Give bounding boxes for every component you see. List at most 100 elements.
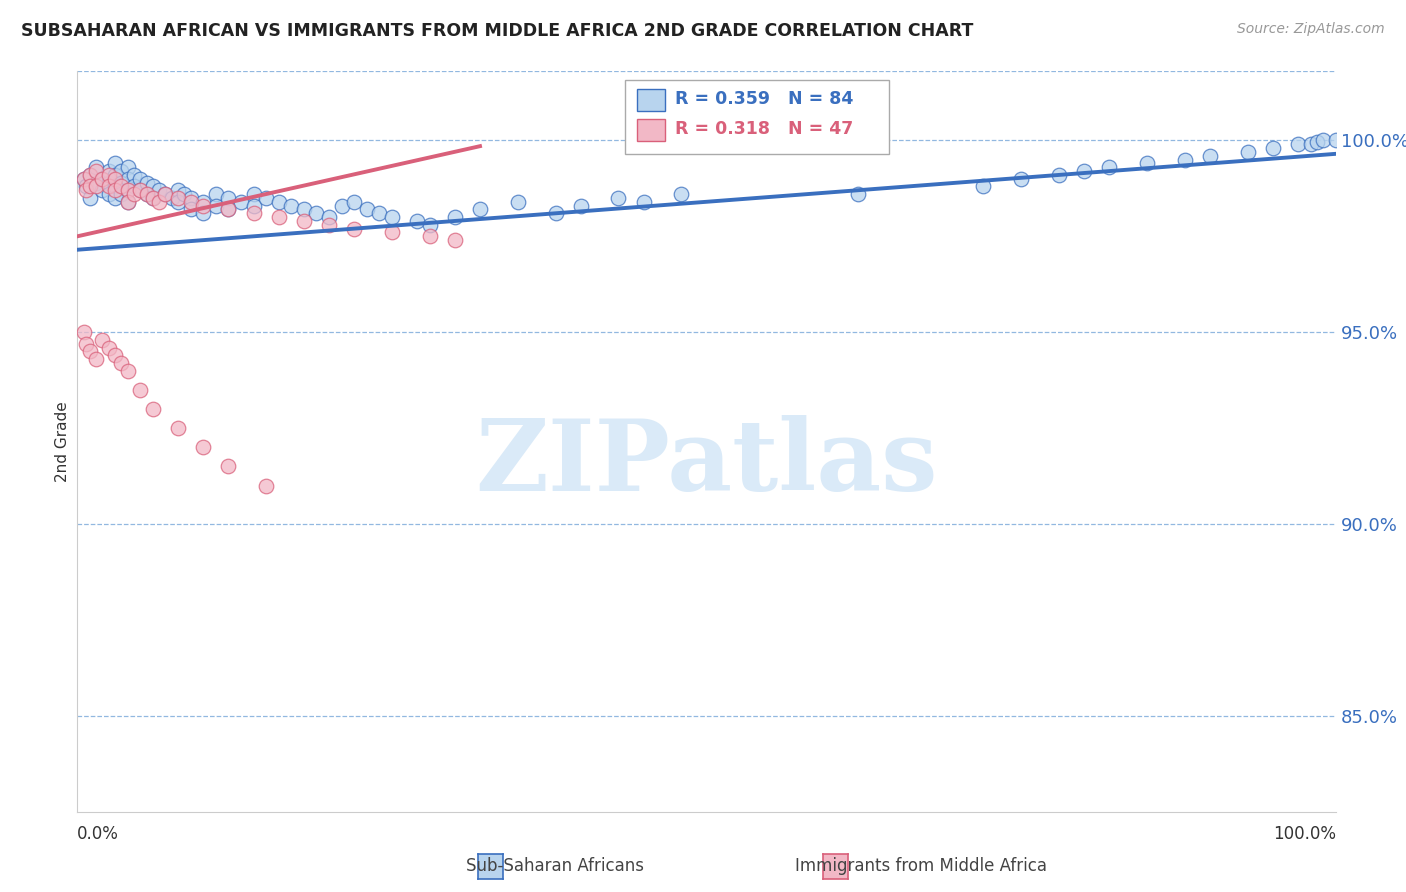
Point [110, 179, 132, 194]
Point [972, 179, 994, 194]
Point [846, 187, 869, 202]
Text: R = 0.318   N = 47: R = 0.318 N = 47 [675, 120, 853, 138]
Point [160, 191, 183, 205]
Point [104, 183, 127, 197]
Y-axis label: 2nd Grade: 2nd Grade [55, 401, 70, 482]
Point [79, 168, 101, 182]
Point [330, 199, 353, 213]
Point [1324, 133, 1347, 147]
Point [167, 191, 190, 205]
Point [1047, 168, 1070, 182]
Point [79, 191, 101, 205]
Point [97, 168, 120, 182]
Point [97, 187, 120, 202]
Point [242, 187, 264, 202]
Point [75, 183, 97, 197]
Point [142, 179, 165, 194]
Point [1312, 133, 1334, 147]
Point [180, 194, 202, 209]
Point [97, 164, 120, 178]
Point [84, 179, 107, 194]
Point [381, 210, 404, 224]
Point [129, 171, 152, 186]
Point [267, 210, 290, 224]
Point [117, 194, 139, 209]
Point [129, 183, 152, 197]
Point [148, 183, 170, 197]
Point [229, 194, 252, 209]
Point [368, 206, 391, 220]
Point [110, 176, 132, 190]
Point [217, 202, 239, 217]
Point [1261, 141, 1284, 155]
Point [91, 171, 114, 186]
Point [356, 202, 378, 217]
Point [381, 226, 404, 240]
Point [97, 341, 120, 355]
Point [318, 218, 340, 232]
Point [104, 191, 127, 205]
Point [292, 214, 315, 228]
Point [173, 187, 195, 202]
Point [84, 176, 107, 190]
Point [72, 171, 94, 186]
Point [91, 171, 114, 186]
Point [110, 164, 132, 178]
Point [204, 199, 226, 213]
FancyBboxPatch shape [637, 89, 665, 112]
Point [180, 191, 202, 205]
Point [1286, 137, 1309, 152]
Point [122, 187, 145, 202]
Point [79, 344, 101, 359]
Point [117, 194, 139, 209]
Text: 0.0%: 0.0% [77, 825, 120, 843]
Point [79, 179, 101, 194]
Point [104, 179, 127, 194]
Point [280, 199, 302, 213]
Point [1306, 136, 1329, 150]
Point [242, 206, 264, 220]
Point [75, 336, 97, 351]
Point [84, 164, 107, 178]
Point [318, 210, 340, 224]
Point [1199, 149, 1222, 163]
Point [104, 348, 127, 362]
Point [1174, 153, 1197, 167]
Point [155, 187, 177, 202]
Point [217, 191, 239, 205]
Point [305, 206, 328, 220]
Point [191, 199, 215, 213]
Point [671, 187, 693, 202]
Point [104, 168, 127, 182]
Point [1299, 137, 1322, 152]
Point [84, 161, 107, 175]
Point [1073, 164, 1095, 178]
Point [122, 179, 145, 194]
Point [135, 187, 157, 202]
Text: Sub-Saharan Africans: Sub-Saharan Africans [467, 857, 644, 875]
Text: R = 0.359   N = 84: R = 0.359 N = 84 [675, 90, 853, 109]
Point [117, 183, 139, 197]
Point [142, 401, 165, 416]
Text: Immigrants from Middle Africa: Immigrants from Middle Africa [794, 857, 1047, 875]
Point [122, 168, 145, 182]
Point [254, 478, 277, 492]
Point [110, 356, 132, 370]
Point [167, 194, 190, 209]
Point [142, 191, 165, 205]
Point [72, 325, 94, 339]
Point [155, 187, 177, 202]
Point [217, 459, 239, 474]
Point [167, 421, 190, 435]
Point [419, 218, 441, 232]
Point [91, 183, 114, 197]
Text: SUBSAHARAN AFRICAN VS IMMIGRANTS FROM MIDDLE AFRICA 2ND GRADE CORRELATION CHART: SUBSAHARAN AFRICAN VS IMMIGRANTS FROM MI… [21, 22, 973, 40]
Point [343, 221, 366, 235]
Point [117, 161, 139, 175]
Point [191, 194, 215, 209]
Point [217, 202, 239, 217]
Point [633, 194, 655, 209]
Point [419, 229, 441, 244]
Point [267, 194, 290, 209]
Point [544, 206, 567, 220]
